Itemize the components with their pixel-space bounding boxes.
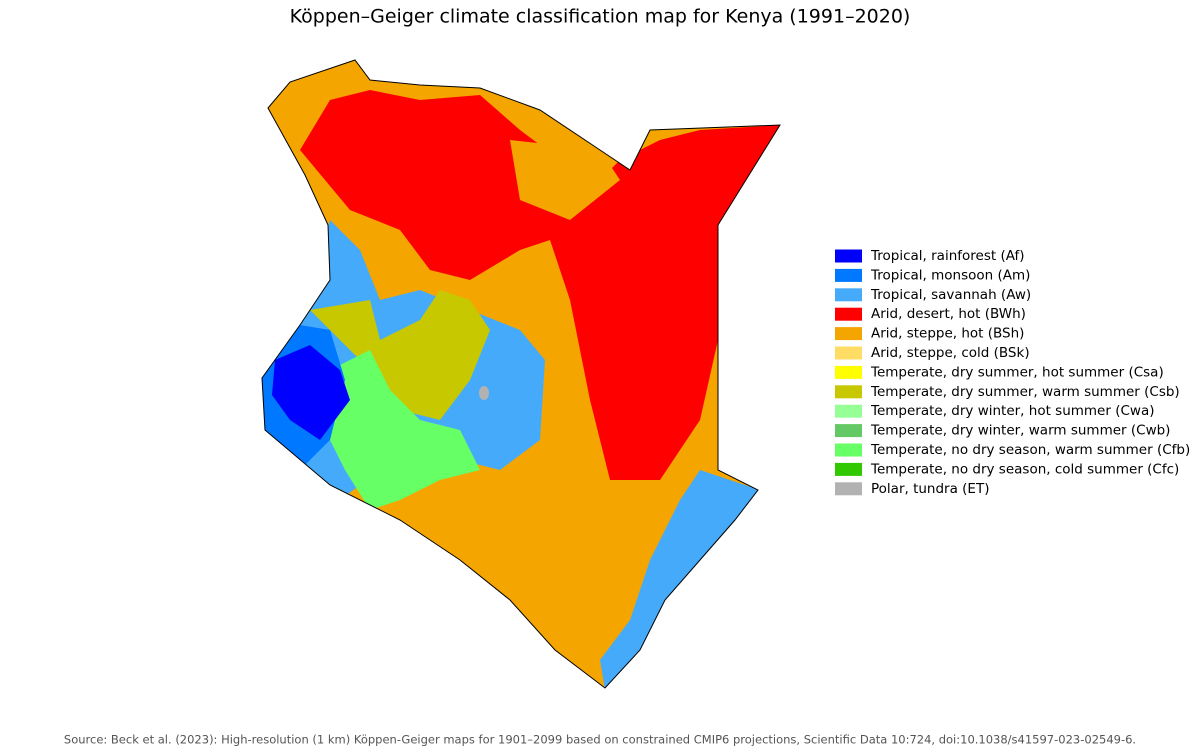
legend-label: Arid, desert, hot (BWh) [871,306,1026,322]
legend-label: Tropical, monsoon (Am) [870,267,1030,283]
legend-label: Temperate, dry summer, warm summer (Csb) [870,384,1180,400]
legend-swatch [835,307,862,321]
zone-bwh [300,90,780,480]
legend-label: Tropical, savannah (Aw) [870,287,1031,303]
legend-label: Arid, steppe, hot (BSh) [871,326,1024,342]
legend-swatch [835,404,862,418]
legend-swatch [835,288,862,302]
climate-map [262,60,780,688]
legend-swatch [835,385,862,399]
legend-swatch [835,365,862,379]
legend-swatch [835,346,862,360]
legend-label: Temperate, dry winter, hot summer (Cwa) [870,403,1154,419]
zone-csb [310,290,490,420]
legend-swatch [835,462,862,476]
legend-swatch [835,424,862,438]
legend-swatch [835,249,862,263]
legend: Tropical, rainforest (Af) Tropical, monso… [835,248,1190,497]
zone-af [272,345,350,440]
zone-aw-coast [600,470,760,688]
legend-label: Tropical, rainforest (Af) [870,248,1024,264]
country-outline [261,59,781,689]
zone-et [479,386,489,400]
map-title: Köppen–Geiger climate classification map… [290,6,911,28]
legend-label: Temperate, no dry season, warm summer (C… [870,442,1190,458]
legend-label: Polar, tundra (ET) [871,481,989,497]
zone-bsh [510,140,620,220]
zone-cfb [320,350,480,510]
legend-label: Temperate, dry summer, hot summer (Csa) [870,364,1164,380]
legend-swatch [835,268,862,282]
source-note: Source: Beck et al. (2023): High-resolut… [64,733,1136,747]
legend-label: Temperate, no dry season, cold summer (C… [870,461,1179,477]
legend-label: Temperate, dry winter, warm summer (Cwb) [870,423,1170,439]
legend-label: Arid, steppe, cold (BSk) [871,345,1030,361]
legend-swatch [835,443,862,457]
legend-swatch [835,327,862,341]
legend-swatch [835,482,862,496]
